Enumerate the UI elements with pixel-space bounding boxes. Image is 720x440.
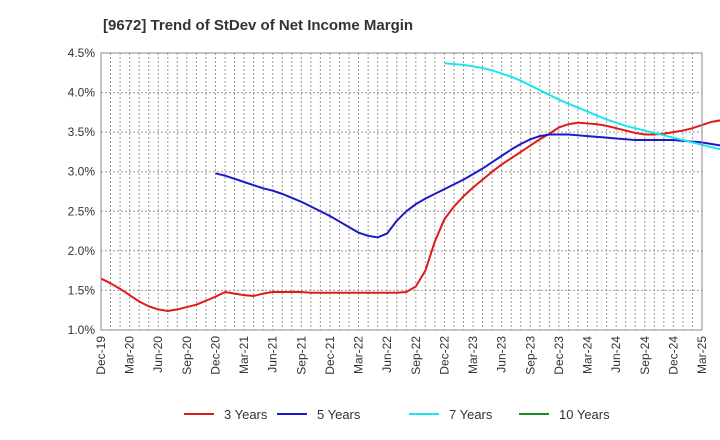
x-tick-label: Dec-22 — [437, 336, 451, 375]
x-tick-label: Mar-23 — [466, 336, 480, 374]
y-tick-label: 1.0% — [68, 323, 96, 337]
y-tick-label: 2.0% — [68, 244, 96, 258]
x-tick-label: Dec-23 — [552, 336, 566, 375]
x-tick-label: Dec-21 — [323, 336, 337, 375]
y-tick-label: 4.5% — [68, 46, 96, 60]
y-axis-ticks: 1.0% 1.5% 2.0% 2.5% 3.0% 3.5% 4.0% 4.5% — [68, 46, 96, 337]
x-tick-label: Mar-20 — [123, 336, 137, 374]
x-tick-label: Jun-21 — [266, 336, 280, 373]
x-tick-label: Jun-23 — [495, 336, 509, 373]
series-line-7-years — [444, 62, 720, 151]
legend-item-7-years: 7 Years — [409, 407, 493, 422]
x-tick-label: Dec-20 — [208, 336, 222, 375]
x-tick-label: Sep-20 — [180, 336, 194, 375]
x-tick-label: Sep-22 — [409, 336, 423, 375]
x-tick-label: Jun-24 — [609, 336, 623, 373]
legend-item-5-years: 5 Years — [277, 407, 361, 422]
x-tick-label: Jun-20 — [151, 336, 165, 373]
y-tick-label: 3.0% — [68, 165, 96, 179]
y-tick-label: 2.5% — [68, 204, 96, 218]
chart-title: [9672] Trend of StDev of Net Income Marg… — [103, 17, 413, 34]
legend-label: 7 Years — [449, 407, 493, 422]
legend-label: 3 Years — [224, 407, 268, 422]
x-tick-label: Jun-22 — [380, 336, 394, 373]
series-lines — [100, 62, 720, 313]
legend-item-10-years: 10 Years — [519, 407, 610, 422]
x-tick-label: Mar-24 — [581, 336, 595, 374]
plot-frame — [100, 52, 703, 331]
legend: 3 Years 5 Years 7 Years 10 Years — [184, 407, 610, 422]
series-line-3-years — [100, 119, 720, 313]
x-tick-label: Mar-21 — [237, 336, 251, 374]
x-tick-label: Mar-25 — [695, 336, 709, 374]
x-tick-label: Sep-21 — [294, 336, 308, 375]
y-tick-label: 1.5% — [68, 283, 96, 297]
x-axis-ticks: Dec-19 Mar-20 Jun-20 Sep-20 Dec-20 Mar-21 Jun-… — [94, 336, 709, 375]
grid — [100, 52, 703, 331]
x-tick-label: Dec-19 — [94, 336, 108, 375]
x-tick-label: Mar-22 — [352, 336, 366, 374]
legend-label: 5 Years — [317, 407, 361, 422]
x-tick-label: Sep-24 — [638, 336, 652, 375]
x-tick-label: Dec-24 — [666, 336, 680, 375]
y-tick-label: 3.5% — [68, 125, 96, 139]
x-tick-label: Sep-23 — [523, 336, 537, 375]
legend-item-3-years: 3 Years — [184, 407, 268, 422]
legend-label: 10 Years — [559, 407, 610, 422]
y-tick-label: 4.0% — [68, 86, 96, 100]
series-line-5-years — [215, 133, 720, 239]
